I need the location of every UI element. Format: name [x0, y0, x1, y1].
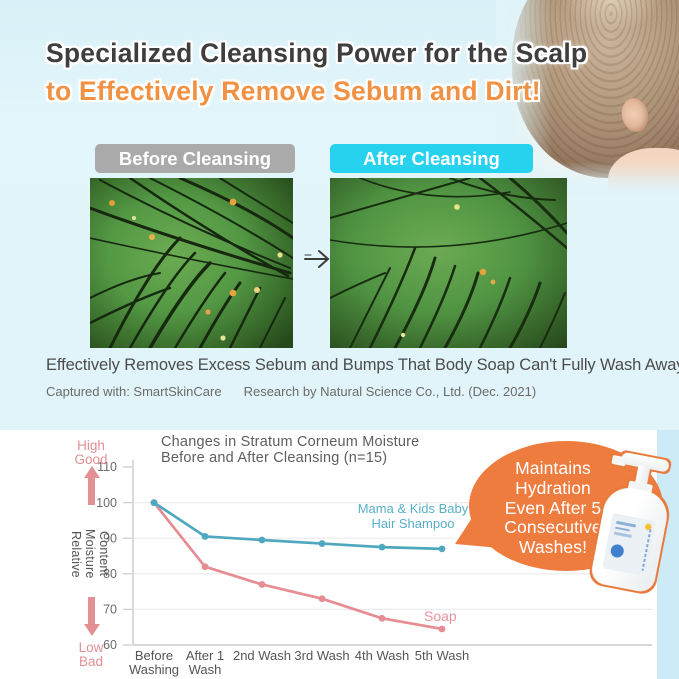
series-label-soap: Soap: [424, 608, 457, 624]
baby-head-photo: [496, 0, 679, 196]
y-axis-label: Relative Moisture Content: [69, 529, 111, 579]
axis-note-high-good: High Good: [74, 438, 108, 467]
axis-note-low-bad: Low Bad: [78, 640, 104, 669]
svg-text:90: 90: [103, 531, 117, 545]
bottle-label: ✹: [602, 512, 657, 577]
x-axis-label: 3rd Wash: [294, 648, 350, 663]
after-cleansing-badge: After Cleansing: [330, 144, 533, 173]
svg-text:70: 70: [103, 603, 117, 617]
up-arrow-icon: [83, 466, 100, 505]
research-credit-text: Research by Natural Science Co., Ltd. (D…: [243, 384, 537, 399]
x-axis-label: 5th Wash: [414, 648, 470, 663]
bottle-body: ✹: [589, 483, 672, 594]
scalp-after-image: [330, 178, 567, 348]
sebum-spots: [400, 204, 496, 338]
moisture-line-chart: 60 70 80 90 100 110: [96, 460, 652, 652]
svg-text:60: 60: [103, 638, 117, 652]
result-caption: Effectively Removes Excess Sebum and Bum…: [46, 356, 679, 374]
svg-text:110: 110: [97, 460, 117, 474]
captured-with-text: Captured with: SmartSkinCare: [46, 384, 222, 399]
label-badge: [609, 543, 625, 559]
chart-title: Changes in Stratum Corneum Moisture Befo…: [161, 434, 420, 466]
headline-line-1: Specialized Cleansing Power for the Scal…: [46, 38, 588, 68]
headline-line-2: to Effectively Remove Sebum and Dirt!: [46, 76, 541, 106]
down-arrow-icon: [83, 597, 100, 636]
x-axis-label: Before Washing: [128, 648, 180, 677]
credit-caption: Captured with: SmartSkinCare Research by …: [46, 384, 558, 399]
sebum-spots: [109, 198, 283, 341]
series-label-shampoo: Mama & Kids Baby Hair Shampoo: [357, 501, 469, 531]
x-axis-label: 2nd Wash: [232, 648, 292, 663]
x-axis-label: After 1 Wash: [185, 648, 225, 677]
svg-text:100: 100: [96, 496, 117, 510]
before-cleansing-badge: Before Cleansing: [95, 144, 295, 173]
svg-text:80: 80: [103, 567, 117, 581]
scalp-before-image: [90, 178, 293, 348]
x-axis-label: 4th Wash: [354, 648, 410, 663]
arrow-right-icon: [304, 250, 330, 268]
